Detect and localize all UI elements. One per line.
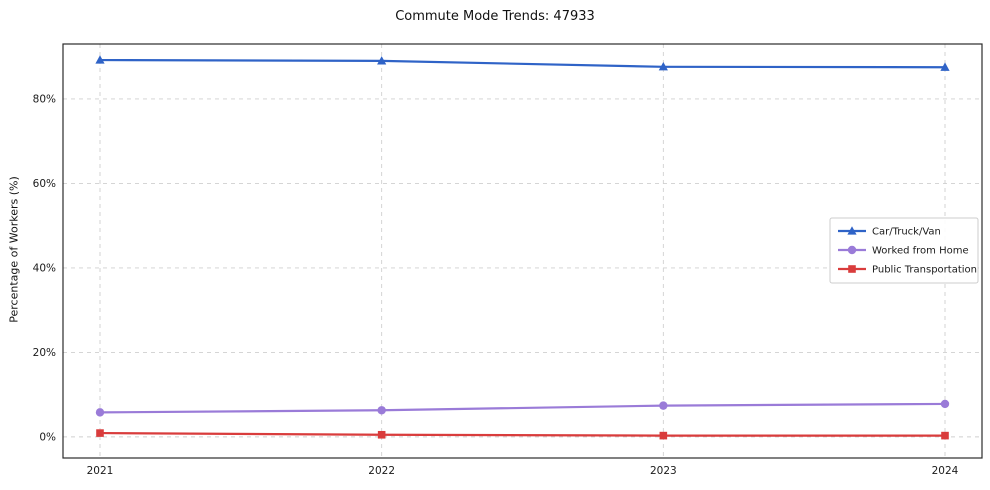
gridlines [63,44,982,458]
series-worked-from-home [95,399,950,417]
square-marker-icon [848,265,856,273]
legend-label: Public Transportation [872,265,977,276]
y-tick-label: 0% [39,431,56,443]
legend-entry: Car/Truck/Van [838,226,941,238]
series-public-transportation [96,429,949,440]
series-car-truck-van [95,55,950,71]
legend-entry: Worked from Home [838,246,969,257]
triangle-marker-icon [377,56,387,65]
square-marker-icon [377,430,386,439]
plot-border [62,43,983,459]
legend: Car/Truck/Van Worked from Home Public Tran… [829,217,979,284]
y-tick-label: 40% [33,262,56,274]
x-tick-label: 2023 [650,465,677,477]
legend-label: Car/Truck/Van [872,227,941,238]
circle-marker-icon [940,399,950,409]
x-tick-label: 2024 [932,465,959,477]
square-marker-icon [941,431,949,440]
circle-marker-icon [377,406,386,415]
tick-labels: 0% 20% 40% 60% 80% 2021 2022 2023 2024 [33,93,959,477]
chart-title: Commute Mode Trends: 47933 [395,9,595,24]
x-tick-label: 2021 [87,465,114,477]
legend-label: Worked from Home [872,246,969,257]
x-tick-label: 2022 [368,465,395,477]
legend-box [829,217,979,284]
series-line-worked-from-home [99,402,946,414]
circle-marker-icon [95,408,105,417]
triangle-marker-icon [658,62,668,71]
y-tick-label: 20% [33,347,56,359]
circle-marker-icon [847,245,857,255]
triangle-marker-icon [847,226,857,235]
triangle-marker-icon [95,55,105,64]
y-tick-label: 60% [33,178,56,190]
series-line-car-truck-van [99,58,946,69]
triangle-marker-icon [940,62,950,71]
circle-marker-icon [659,401,668,410]
y-tick-label: 80% [33,93,56,105]
square-marker-icon [659,431,668,440]
square-marker-icon [96,429,104,437]
series-line-public-transportation [99,431,945,437]
legend-entry: Public Transportation [838,265,977,276]
